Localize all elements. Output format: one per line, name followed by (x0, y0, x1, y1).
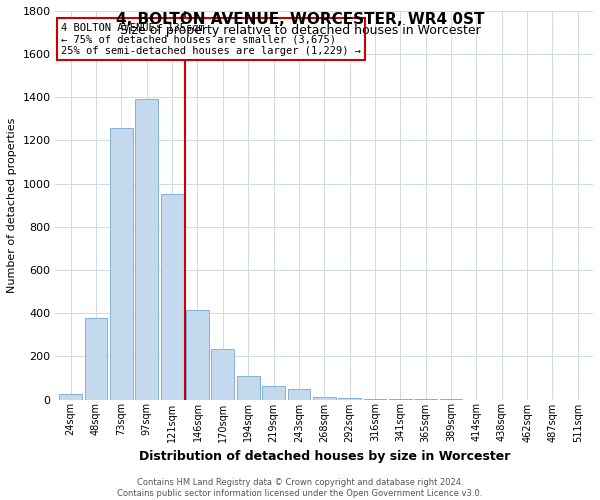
Bar (313, 398, 335, 400)
Y-axis label: Number of detached properties: Number of detached properties (7, 118, 17, 293)
Bar (262, 386, 285, 400)
Bar (136, 100, 158, 400)
Bar (59, 394, 82, 400)
Text: 4 BOLTON AVENUE: 135sqm
← 75% of detached houses are smaller (3,675)
25% of semi: 4 BOLTON AVENUE: 135sqm ← 75% of detache… (61, 22, 361, 56)
Text: Size of property relative to detached houses in Worcester: Size of property relative to detached ho… (119, 24, 481, 37)
Bar (110, 128, 133, 400)
Text: 4, BOLTON AVENUE, WORCESTER, WR4 0ST: 4, BOLTON AVENUE, WORCESTER, WR4 0ST (116, 12, 484, 28)
Bar (287, 389, 310, 400)
Text: Contains HM Land Registry data © Crown copyright and database right 2024.
Contai: Contains HM Land Registry data © Crown c… (118, 478, 482, 498)
Bar (161, 194, 184, 400)
Bar (186, 310, 209, 400)
X-axis label: Distribution of detached houses by size in Worcester: Distribution of detached houses by size … (139, 450, 510, 463)
Bar (338, 398, 361, 400)
Bar (364, 399, 386, 400)
Bar (85, 318, 107, 400)
Bar (237, 376, 260, 400)
Bar (211, 349, 234, 400)
